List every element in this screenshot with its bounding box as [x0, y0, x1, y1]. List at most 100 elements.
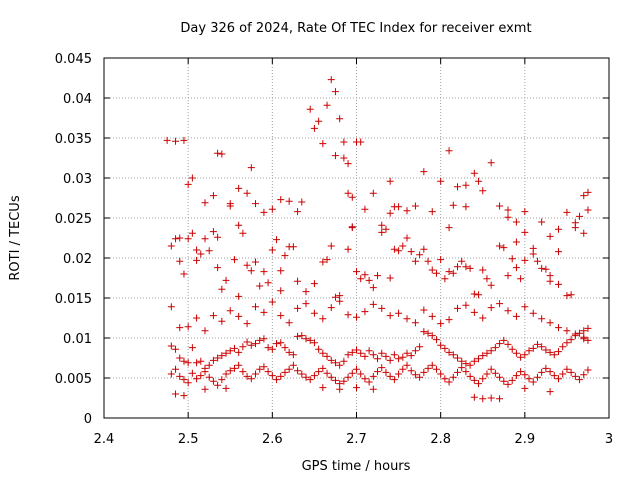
data-point	[260, 208, 268, 216]
data-point	[584, 336, 592, 344]
data-point	[277, 287, 285, 295]
y-tick-label: 0.02	[63, 252, 92, 267]
data-point	[214, 381, 222, 389]
data-point	[555, 248, 562, 256]
data-point	[580, 229, 588, 237]
data-point	[336, 297, 344, 305]
data-point	[302, 288, 310, 296]
data-point	[521, 371, 529, 379]
data-point	[235, 184, 243, 192]
data-point	[184, 379, 192, 387]
data-point	[584, 366, 592, 374]
data-point	[525, 375, 533, 383]
data-point	[555, 225, 562, 233]
data-point	[365, 378, 373, 386]
data-point	[487, 365, 495, 373]
data-point	[390, 376, 398, 384]
data-point	[369, 300, 377, 308]
data-point	[508, 345, 516, 353]
data-point	[546, 368, 554, 376]
data-point	[580, 192, 588, 200]
data-point	[344, 373, 352, 381]
data-point	[470, 393, 478, 401]
data-point	[235, 221, 243, 229]
data-point	[390, 351, 398, 359]
data-point	[458, 364, 466, 372]
data-point	[289, 243, 297, 251]
data-point	[188, 229, 196, 237]
data-point	[432, 336, 440, 344]
data-point	[424, 329, 432, 337]
data-point	[378, 228, 386, 236]
data-point	[517, 353, 525, 361]
data-point	[252, 303, 259, 311]
data-point	[462, 181, 470, 189]
data-point	[222, 276, 230, 284]
data-point	[411, 371, 419, 379]
data-point	[462, 360, 470, 368]
data-point	[420, 306, 428, 314]
data-point	[340, 357, 348, 365]
data-point	[323, 369, 331, 377]
data-point	[247, 267, 255, 275]
data-point	[496, 340, 504, 348]
data-point	[479, 375, 487, 383]
data-point	[420, 245, 428, 253]
data-point	[273, 340, 281, 348]
data-point	[437, 256, 445, 264]
data-point	[428, 266, 436, 274]
data-point	[542, 364, 550, 372]
data-point	[180, 270, 188, 278]
data-point	[454, 354, 461, 362]
data-point	[386, 372, 394, 380]
data-point	[298, 370, 306, 378]
data-point	[247, 375, 255, 383]
data-point	[504, 380, 512, 388]
data-point	[327, 373, 335, 381]
data-point	[222, 384, 230, 392]
data-point	[470, 308, 478, 316]
data-point	[580, 371, 588, 379]
data-point	[504, 340, 512, 348]
data-point	[395, 309, 403, 317]
data-point	[407, 367, 415, 375]
data-point	[226, 307, 234, 315]
data-point	[555, 348, 562, 356]
y-tick-label: 0.035	[55, 132, 92, 147]
data-point	[420, 168, 428, 176]
data-point	[445, 378, 453, 386]
data-point	[390, 203, 398, 211]
data-point	[521, 228, 529, 236]
data-point	[167, 242, 175, 250]
data-point	[462, 301, 470, 309]
data-point	[319, 140, 327, 148]
data-point	[201, 199, 209, 207]
data-point	[235, 292, 243, 300]
data-point	[285, 197, 293, 205]
data-point	[538, 218, 546, 226]
data-point	[239, 229, 247, 237]
data-point	[298, 332, 306, 340]
data-point	[256, 336, 264, 344]
data-point	[462, 368, 470, 376]
data-point	[176, 324, 184, 332]
data-point	[555, 375, 562, 383]
data-point	[260, 335, 268, 343]
data-point	[512, 312, 520, 320]
y-tick-label: 0.045	[55, 52, 92, 67]
data-point	[172, 345, 180, 353]
data-point	[369, 189, 377, 197]
data-point	[529, 309, 537, 317]
data-point	[302, 373, 310, 381]
data-point	[281, 252, 289, 260]
data-point	[382, 225, 390, 233]
data-point	[571, 224, 579, 232]
data-point	[172, 390, 180, 398]
data-point	[399, 365, 407, 373]
data-point	[361, 352, 369, 360]
data-point	[428, 332, 436, 340]
data-point	[559, 343, 567, 351]
data-point	[512, 238, 520, 246]
data-point	[361, 271, 369, 279]
data-point	[306, 376, 314, 384]
